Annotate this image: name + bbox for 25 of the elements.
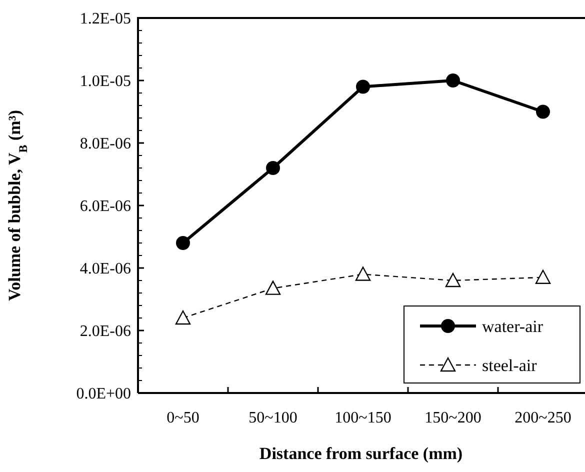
point — [265, 280, 281, 295]
x-tick-label: 0~50 — [166, 410, 200, 427]
y-tick-label: 1.2E-05 — [80, 10, 131, 28]
y-tick-label: 1.0E-05 — [80, 73, 131, 90]
point — [266, 161, 280, 175]
x-tick-label: 200~250 — [514, 410, 572, 427]
x-axis-title: Distance from surface (mm) — [259, 444, 463, 463]
point — [535, 270, 551, 284]
y-tick-label: 2.0E-06 — [80, 323, 131, 340]
y-tick-label: 6.0E-06 — [80, 198, 131, 216]
point — [446, 74, 460, 88]
x-tick-label: 100~150 — [334, 410, 392, 427]
point — [445, 272, 461, 288]
point — [355, 266, 371, 281]
point — [175, 310, 191, 325]
point — [176, 236, 190, 250]
x-tick-label: 150~200 — [424, 410, 482, 427]
x-tick-label: 50~100 — [248, 410, 298, 427]
y-tick-label: 4.0E-06 — [80, 260, 131, 278]
point — [536, 104, 550, 119]
point — [356, 80, 370, 94]
legend-label: water-air — [482, 316, 544, 336]
y-tick-label: 8.0E-06 — [80, 136, 131, 153]
legend-label: steel-air — [482, 356, 538, 375]
y-tick-label: 0.0E+00 — [76, 386, 131, 403]
